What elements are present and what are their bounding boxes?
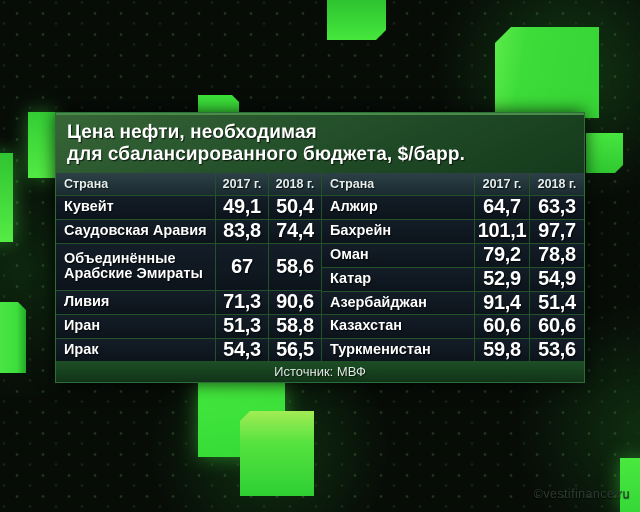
oil-price-table-panel: Цена нефти, необходимая для сбалансирова… [55,112,585,383]
value-2018-cell: 58,6 [269,244,321,290]
value-2017-cell: 83,8 [216,220,268,243]
country-cell: Объединённые Арабские Эмираты [56,244,215,290]
green-cube-right [586,133,623,173]
value-2017-cell: 49,1 [216,196,268,219]
panel-title-line-2: для сбалансированного бюджета, $/барр. [67,144,465,165]
country-cell: Алжир [322,196,474,219]
panel-title: Цена нефти, необходимая для сбалансирова… [56,113,584,173]
green-cube-left-lower [0,302,26,373]
value-2018-cell: 78,8 [530,244,584,267]
tables-container: Страна 2017 г. 2018 г. Кувейт 49,1 50,4 … [56,173,584,361]
table-left: Страна 2017 г. 2018 г. Кувейт 49,1 50,4 … [56,173,321,361]
value-2018-cell: 60,6 [530,315,584,338]
country-cell: Туркменистан [322,339,474,361]
table-divider [321,173,322,361]
column-header-country: Страна [322,173,474,195]
country-cell: Бахрейн [322,220,474,243]
watermark: ©vestifinance.ru [533,487,630,501]
green-cube-left-upper [28,112,55,178]
value-2018-cell: 51,4 [530,292,584,314]
column-header-2018: 2018 г. [530,173,584,195]
value-2017-cell: 51,3 [216,315,268,338]
green-cube-bottom-right-corner [620,458,640,512]
country-cell: Оман [322,244,474,267]
value-2017-cell: 101,1 [475,220,529,243]
country-cell: Кувейт [56,196,215,219]
value-2018-cell: 63,3 [530,196,584,219]
value-2018-cell: 50,4 [269,196,321,219]
value-2018-cell: 90,6 [269,291,321,314]
value-2018-cell: 97,7 [530,220,584,243]
value-2018-cell: 56,5 [269,339,321,361]
country-cell: Ирак [56,339,215,361]
country-cell: Саудовская Аравия [56,220,215,243]
green-cube-left-edge [0,153,13,242]
column-header-country: Страна [56,173,215,195]
value-2018-cell: 58,8 [269,315,321,338]
green-cube-top [327,0,386,40]
source-label: Источник: МВФ [56,361,584,382]
value-2017-cell: 67 [216,244,268,290]
country-cell: Иран [56,315,215,338]
green-cube-above-panel [198,95,239,114]
value-2017-cell: 54,3 [216,339,268,361]
value-2018-cell: 74,4 [269,220,321,243]
value-2017-cell: 79,2 [475,244,529,267]
value-2017-cell: 52,9 [475,268,529,291]
value-2018-cell: 53,6 [530,339,584,361]
country-cell: Катар [322,268,474,291]
value-2017-cell: 91,4 [475,292,529,314]
value-2018-cell: 54,9 [530,268,584,291]
green-cube-top-right [495,27,599,118]
country-cell: Ливия [56,291,215,314]
column-header-2018: 2018 г. [269,173,321,195]
column-header-2017: 2017 г. [216,173,268,195]
value-2017-cell: 71,3 [216,291,268,314]
value-2017-cell: 64,7 [475,196,529,219]
column-header-2017: 2017 г. [475,173,529,195]
table-right: Страна 2017 г. 2018 г. Алжир 64,7 63,3 Б… [322,173,584,361]
country-cell: Азербайджан [322,292,474,314]
green-cube-below-panel-overlap [240,411,314,496]
value-2017-cell: 59,8 [475,339,529,361]
country-cell: Казахстан [322,315,474,338]
value-2017-cell: 60,6 [475,315,529,338]
panel-title-line-1: Цена нефти, необходимая [67,122,317,143]
